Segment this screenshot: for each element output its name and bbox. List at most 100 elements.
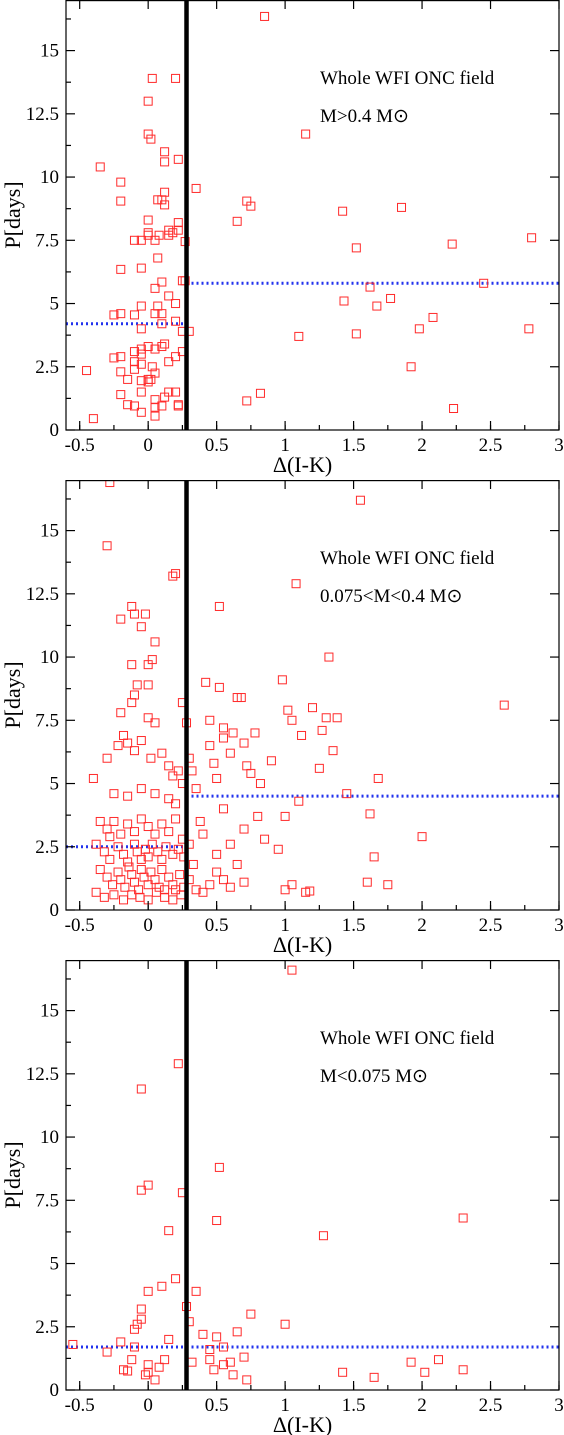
data-point [228,1370,238,1380]
y-tick-label: 10 [40,1127,59,1148]
data-point [386,293,396,303]
data-point [420,1367,430,1377]
x-tick-label: 2.5 [479,915,503,936]
data-point [228,728,238,738]
data-point [383,880,393,890]
data-point [308,703,317,713]
data-point [157,277,167,287]
data-point [205,880,215,890]
data-point [198,829,208,839]
data-point [113,741,123,751]
data-point [201,677,211,687]
x-tick-label: 2 [417,915,427,936]
data-point [143,880,153,890]
data-point [82,366,92,376]
data-point [151,887,161,897]
data-point [458,1365,468,1375]
data-point [321,713,331,723]
data-point [369,1372,379,1382]
data-point [157,748,167,758]
data-point [161,842,171,852]
data-point [119,849,129,859]
data-point [428,312,438,322]
data-point [129,235,139,245]
data-point [102,541,112,551]
data-point [136,854,146,864]
data-point [120,882,130,892]
data-point [150,718,160,728]
data-point [150,637,160,647]
x-tick-label: 0 [143,915,153,936]
x-tick-label: 3 [554,435,564,456]
data-point [168,849,178,859]
x-tick-label: 3 [554,1395,564,1416]
data-point [157,865,167,875]
data-point [105,854,115,864]
data-point [191,1286,201,1296]
x-tick-label: 1 [280,915,290,936]
data-point [123,400,133,410]
data-point [173,844,183,854]
data-point [109,789,119,799]
data-point [143,1367,153,1377]
data-point [242,1375,252,1385]
data-point [136,324,146,334]
data-point [291,579,301,589]
data-point [280,811,290,821]
data-point [250,728,260,738]
plot-frame [65,480,560,911]
y-tick-label: 10 [40,167,59,188]
data-point [160,339,170,349]
data-point [205,1355,215,1365]
data-point [214,601,224,611]
data-point [109,816,119,826]
data-point [449,404,459,413]
data-point [129,364,139,374]
x-tick-label: 2 [417,1395,427,1416]
plot-frame [65,959,560,1391]
data-point [95,162,105,172]
data-point [372,301,382,311]
data-point [129,347,139,357]
data-point [136,344,146,354]
data-point [136,1185,146,1195]
data-point [123,791,133,801]
data-point [136,349,146,359]
data-point [136,736,146,746]
data-point [150,283,160,293]
data-point [164,872,174,882]
y-tick-label: 2.5 [35,1317,59,1338]
x-tick-label: 1.5 [342,915,366,936]
data-point [433,1355,443,1365]
data-point [164,1226,174,1236]
data-point [479,278,489,288]
data-point [266,756,276,766]
data-point [157,342,167,352]
data-point [447,239,457,249]
data-point [280,1319,290,1329]
data-point [136,301,146,311]
data-point [273,844,283,854]
data-point [150,1375,160,1385]
data-point [116,708,126,718]
panel-low-mass: -0.5 0 0.5 1 1.5 2 2.5 302.557.51012.515Δ(I-K)P… [0,480,564,957]
data-point [198,1329,208,1339]
data-point [129,310,139,320]
x-tick-label: -0.5 [65,915,95,936]
y-tick-label: 7.5 [35,1190,59,1211]
data-point [136,814,146,824]
data-point [116,390,126,400]
data-point [88,414,98,424]
x-tick-label: 2.5 [479,1395,503,1416]
data-point [198,887,208,897]
data-point [157,1281,167,1291]
y-tick-label: 15 [40,1001,59,1022]
data-point [153,847,163,857]
annotation-mass-range: M<0.075 M⊙ [320,1066,428,1087]
data-point [499,700,509,710]
data-point [136,865,146,875]
data-point [218,1360,228,1370]
data-point [157,401,167,411]
data-point [242,761,252,771]
